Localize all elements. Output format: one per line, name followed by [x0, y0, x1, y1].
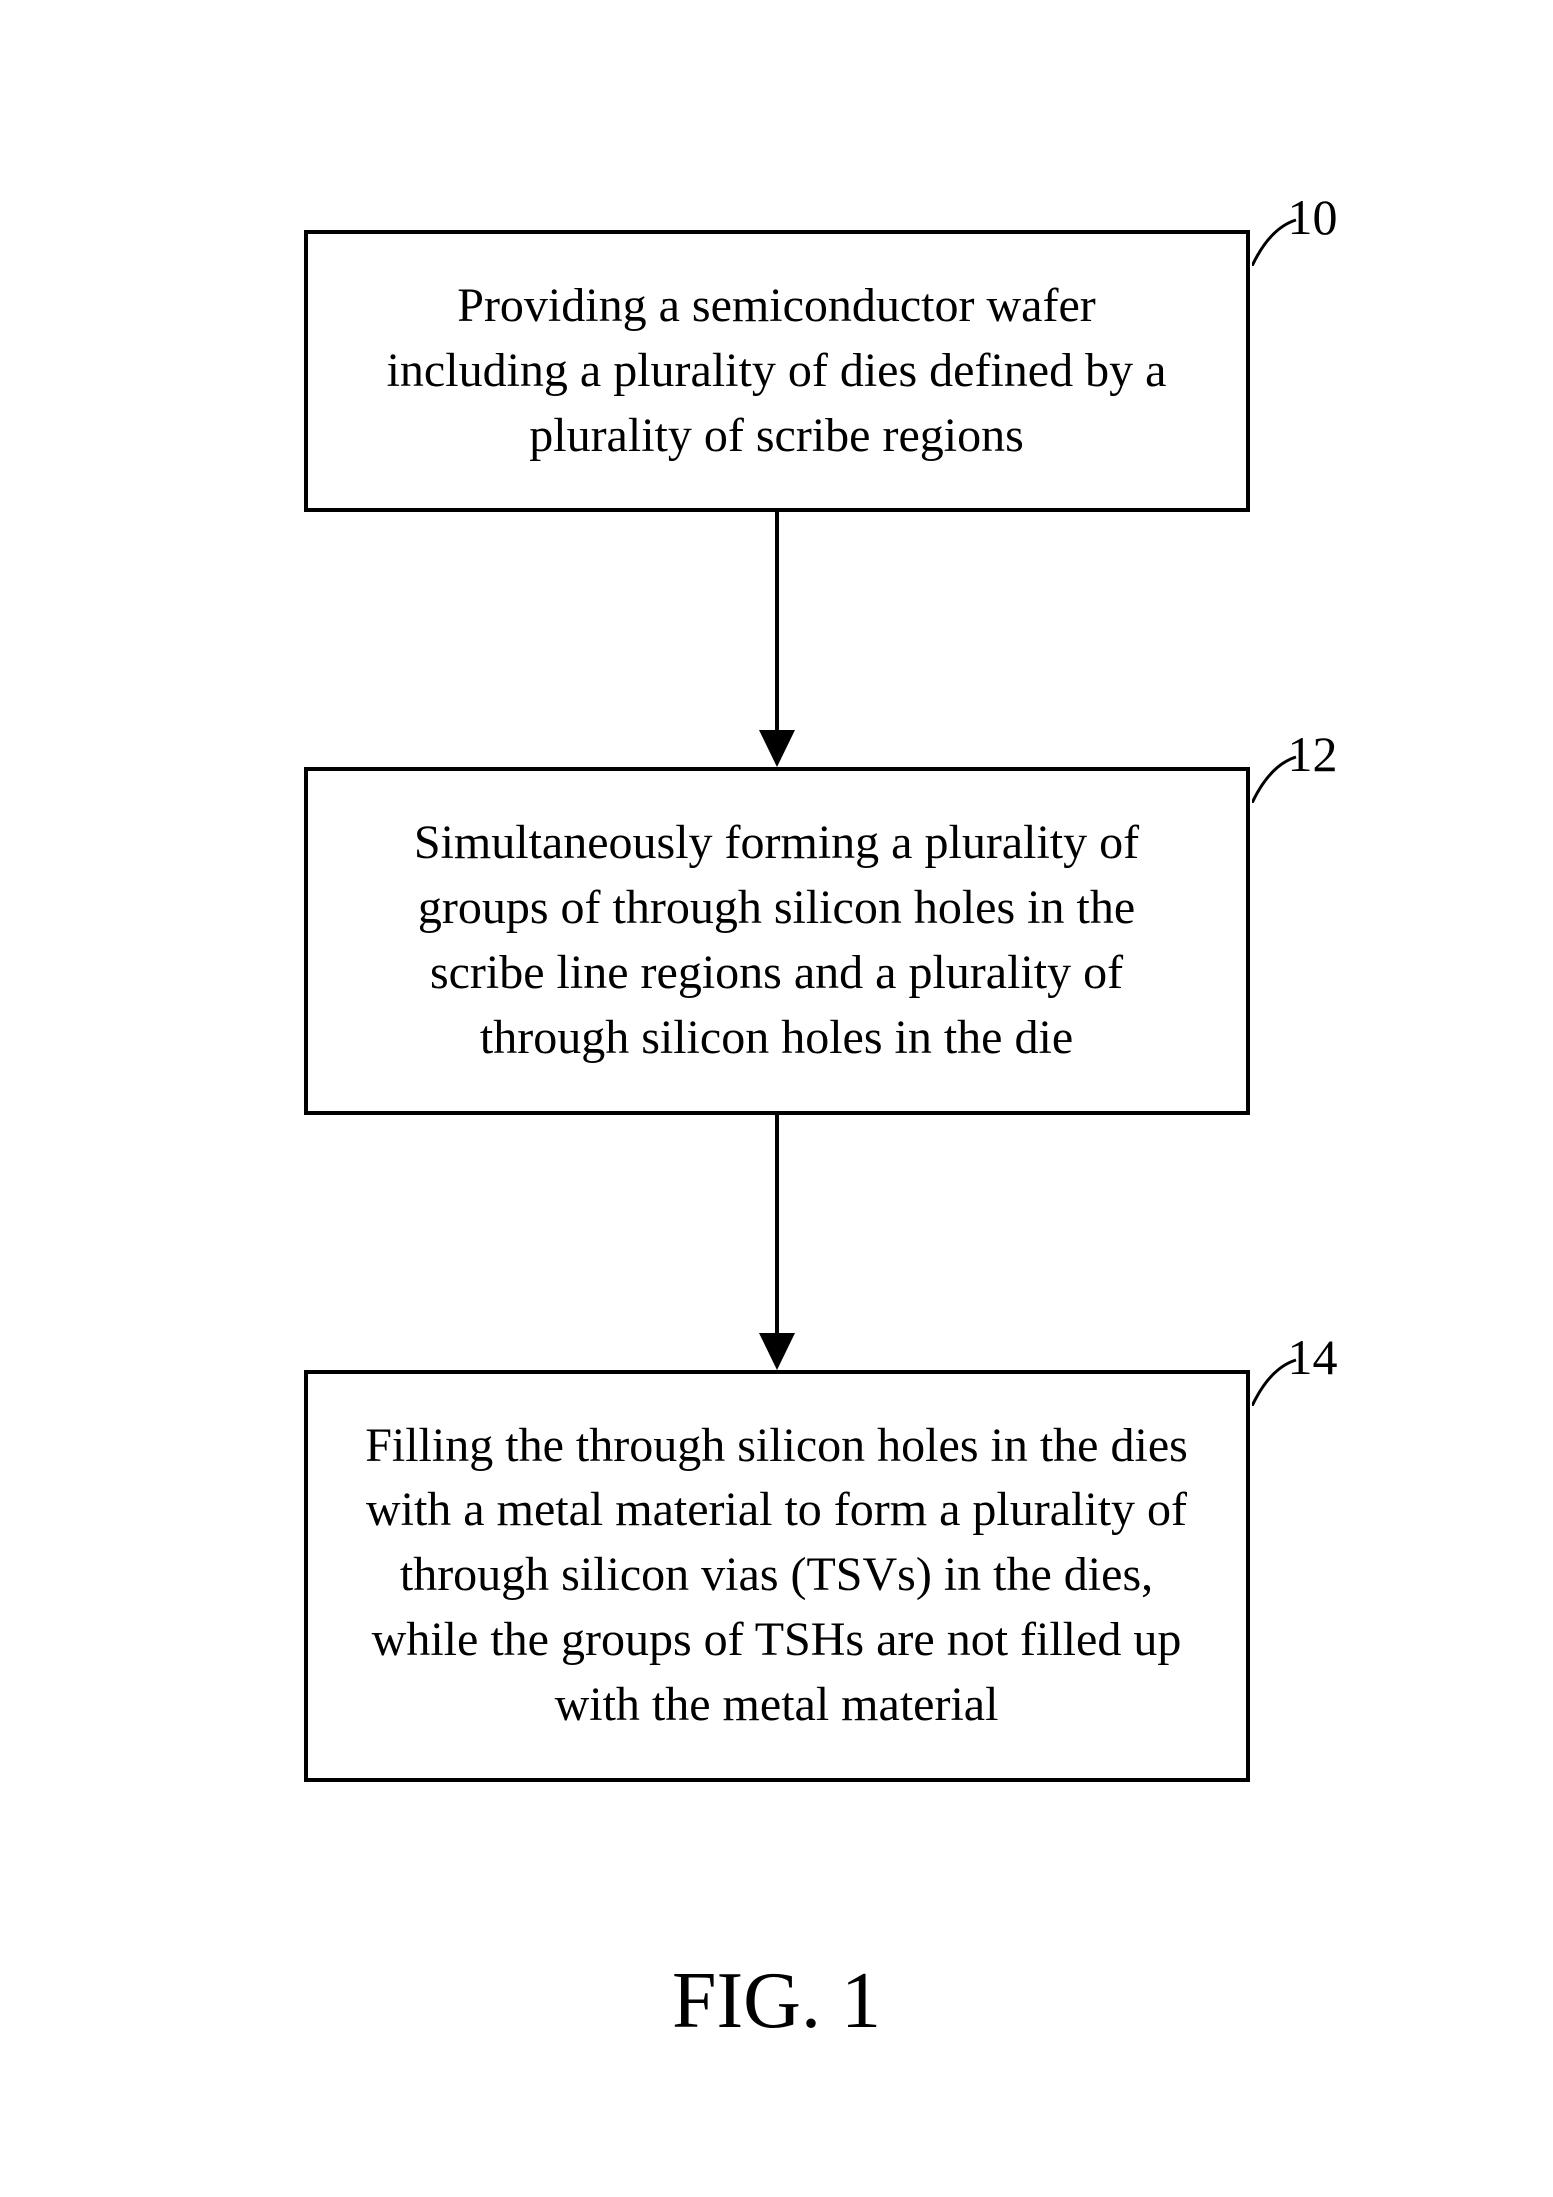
arrow-down-icon: [747, 1115, 807, 1370]
arrow-connector: [747, 1115, 807, 1370]
flowchart-box-10: 10 Providing a semiconductor wafer inclu…: [304, 230, 1250, 512]
figure-caption: FIG. 1: [672, 1956, 881, 2047]
box-label: 12: [1288, 721, 1338, 789]
flowchart-box-12: 12 Simultaneously forming a plurality of…: [304, 767, 1250, 1114]
arrow-down-icon: [747, 512, 807, 767]
flowchart-box-14: 14 Filling the through silicon holes in …: [304, 1370, 1250, 1782]
flowchart-container: 10 Providing a semiconductor wafer inclu…: [292, 230, 1262, 1782]
box-text: Filling the through silicon holes in the…: [365, 1419, 1188, 1731]
box-label: 10: [1288, 184, 1338, 252]
arrow-connector: [747, 512, 807, 767]
box-text: Simultaneously forming a plurality of gr…: [414, 816, 1139, 1063]
box-text: Providing a semiconductor wafer includin…: [387, 279, 1167, 462]
box-label: 14: [1288, 1324, 1338, 1392]
